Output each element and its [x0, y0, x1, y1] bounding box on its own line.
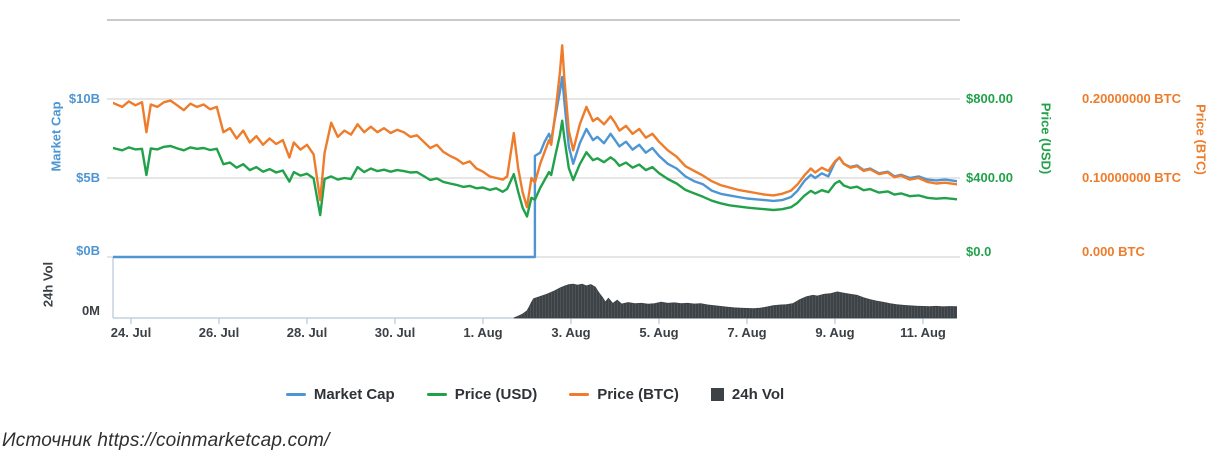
xtick-30-jul: 30. Jul: [374, 325, 416, 340]
xtick-11-aug: 11. Aug: [900, 325, 946, 340]
xtick-24-jul: 24. Jul: [110, 325, 152, 340]
legend-swatch-price-usd: [426, 393, 447, 396]
legend-label-price-usd: Price (USD): [454, 386, 538, 403]
ytick-mcap-5b: $5B: [76, 170, 100, 185]
xtick-1-aug: 1. Aug: [463, 325, 503, 340]
ytick-mcap-10b: $10B: [68, 91, 100, 106]
legend-label-24h-vol: 24h Vol: [731, 386, 785, 403]
series-price-btc--line: [113, 44, 957, 209]
ytick-btc-010: 0.10000000 BTC: [1082, 170, 1182, 185]
legend-swatch-24h-vol: [710, 388, 724, 401]
ytick-vol-0m: 0M: [81, 303, 100, 318]
series-price-usd--line: [113, 119, 957, 218]
legend-item-24h-vol[interactable]: 24h Vol: [710, 386, 785, 403]
series-24h-vol-area: [513, 283, 957, 319]
legend-item-market-cap[interactable]: Market Cap: [285, 386, 395, 403]
price-volume-chart[interactable]: [0, 0, 1217, 352]
xtick-3-aug: 3. Aug: [551, 325, 591, 340]
legend-label-price-btc: Price (BTC): [597, 386, 679, 403]
axis-title-price-usd: Price (USD): [1038, 102, 1054, 175]
source-caption: Источник https://coinmarketcap.com/: [2, 430, 330, 451]
axis-title-price-btc: Price (BTC): [1193, 104, 1209, 175]
ytick-btc-000: 0.000 BTC: [1082, 244, 1145, 259]
ytick-usd-400: $400.00: [966, 170, 1013, 185]
xtick-7-aug: 7. Aug: [727, 325, 767, 340]
legend-label-market-cap: Market Cap: [313, 386, 395, 403]
legend-swatch-market-cap: [285, 393, 306, 396]
xtick-26-jul: 26. Jul: [198, 325, 240, 340]
xtick-28-jul: 28. Jul: [286, 325, 328, 340]
xtick-5-aug: 5. Aug: [639, 325, 679, 340]
legend-item-price-btc[interactable]: Price (BTC): [569, 386, 679, 403]
ytick-usd-0: $0.0: [966, 244, 992, 259]
ytick-mcap-0b: $0B: [76, 243, 100, 258]
legend-swatch-price-btc: [569, 393, 590, 396]
ytick-btc-020: 0.20000000 BTC: [1082, 91, 1182, 106]
xtick-9-aug: 9. Aug: [815, 325, 855, 340]
ytick-usd-800: $800.00: [966, 91, 1013, 106]
legend-item-price-usd[interactable]: Price (USD): [426, 386, 538, 403]
chart-legend: Market Cap Price (USD) Price (BTC) 24h V…: [113, 386, 957, 403]
